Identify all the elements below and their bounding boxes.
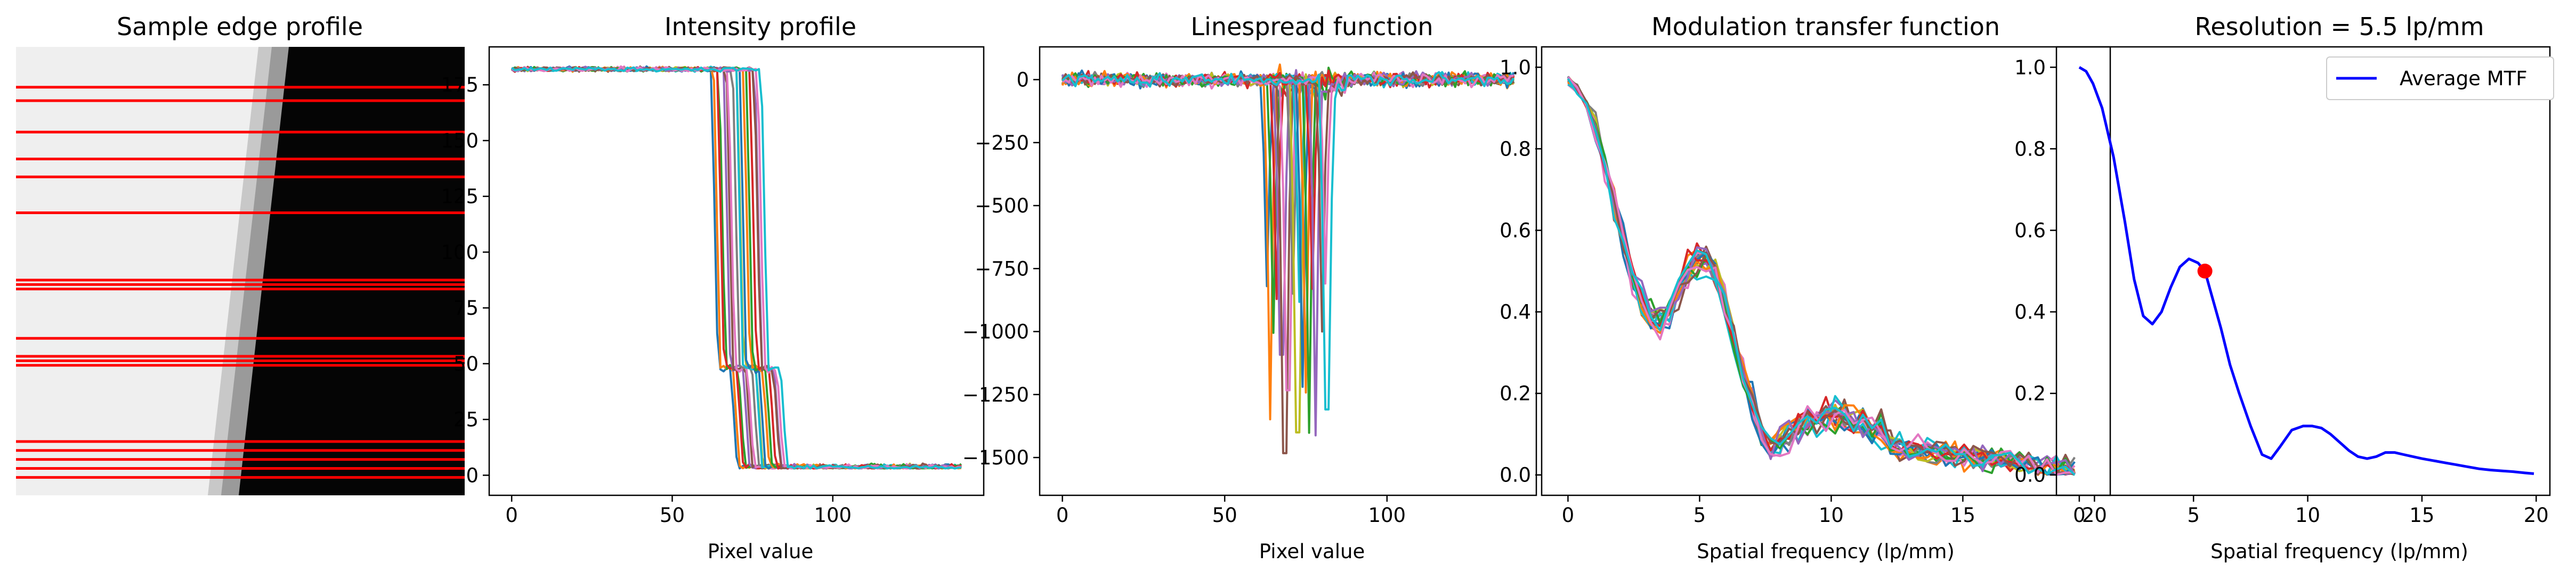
legend-label-average-mtf: Average MTF	[2400, 67, 2528, 90]
y-tick-label: 125	[441, 185, 479, 208]
panel-title: Sample edge profile	[117, 12, 363, 41]
y-tick-label: 100	[441, 241, 479, 264]
legend-box	[2326, 56, 2554, 100]
y-tick-label: 0.2	[2014, 382, 2046, 405]
plot-frame	[2055, 46, 2551, 496]
x-tick-label: 20	[2524, 504, 2549, 527]
x-tick-label: 10	[1819, 504, 1844, 527]
y-tick-label: −500	[975, 194, 1029, 217]
y-tick-label: −250	[975, 132, 1029, 154]
y-tick-label: 75	[453, 297, 479, 320]
resolution-marker	[2197, 264, 2213, 279]
x-tick-label: 50	[660, 504, 685, 527]
intensity-series-line	[511, 66, 962, 470]
x-tick-label: 50	[1212, 504, 1237, 527]
linespread-series-line	[1062, 72, 1514, 285]
x-axis-label: Pixel value	[708, 540, 813, 563]
x-axis-label: Spatial frequency (lp/mm)	[2210, 540, 2468, 563]
y-tick-label: 150	[441, 129, 479, 152]
x-tick-label: 5	[2187, 504, 2200, 527]
y-tick-label: 0.4	[2014, 301, 2046, 324]
y-tick-label: 0.6	[2014, 219, 2046, 242]
x-tick-label: 20	[2082, 504, 2107, 527]
y-tick-label: 0.0	[1500, 464, 1531, 487]
x-tick-label: 0	[505, 504, 518, 527]
x-tick-label: 5	[1694, 504, 1706, 527]
panel-modulation-transfer-function: Modulation transfer function Spatial fre…	[1500, 12, 2111, 563]
y-tick-label: 175	[441, 73, 479, 96]
linespread-series-line	[1062, 71, 1515, 411]
y-tick-label: −1250	[962, 383, 1029, 406]
panel-intensity-profile: Intensity profile Pixel value 0 50 100 0 25 5…	[441, 12, 985, 563]
plot-frame	[1039, 46, 1537, 496]
mtf-series-line	[1567, 78, 2076, 476]
x-tick-label: 15	[1950, 504, 1975, 527]
plot-frame	[1541, 46, 2111, 496]
panel-title: Linespread function	[1190, 12, 1433, 41]
y-tick-label: 0.4	[1500, 301, 1531, 324]
y-tick-label: 0.0	[2014, 464, 2046, 487]
legend: Average MTF	[2326, 56, 2554, 100]
y-tick-label: 50	[453, 353, 479, 375]
plot-frame	[488, 46, 985, 496]
y-tick-label: 0.6	[1500, 219, 1531, 242]
x-tick-label: 15	[2409, 504, 2434, 527]
x-axis-label: Spatial frequency (lp/mm)	[1697, 540, 1955, 563]
x-axis-label: Pixel value	[1259, 540, 1365, 563]
x-tick-label: 100	[814, 504, 852, 527]
y-tick-label: 0.8	[1500, 137, 1531, 160]
average-mtf-line	[2078, 66, 2534, 475]
panel-title: Intensity profile	[665, 12, 856, 41]
edge-image	[16, 47, 465, 495]
panel-linespread-function: Linespread function Pixel value 0 50 100 0 −…	[962, 12, 1537, 563]
mtf-series-line	[1567, 76, 2075, 476]
x-tick-label: 10	[2295, 504, 2320, 527]
x-tick-label: 0	[2073, 504, 2086, 527]
x-tick-label: 0	[1056, 504, 1069, 527]
x-tick-label: 0	[1562, 504, 1575, 527]
y-tick-label: 25	[453, 409, 479, 431]
y-tick-label: −1500	[962, 446, 1029, 469]
y-tick-label: 1.0	[1500, 56, 1531, 79]
x-tick-label: 100	[1368, 504, 1406, 527]
y-tick-label: −1000	[962, 321, 1029, 344]
panel-title: Resolution = 5.5 lp/mm	[2194, 12, 2484, 41]
y-tick-label: 0	[1016, 68, 1029, 91]
y-tick-label: 0.2	[1500, 382, 1531, 405]
panel-title: Modulation transfer function	[1651, 12, 2000, 41]
y-tick-label: 1.0	[2014, 56, 2046, 79]
panel-sample-edge: Sample edge profile	[16, 12, 465, 495]
panel-resolution: Resolution = 5.5 lp/mm Spatial frequency…	[2014, 12, 2554, 563]
y-tick-label: 0.8	[2014, 137, 2046, 160]
y-tick-label: 0	[466, 464, 479, 487]
y-tick-label: −750	[975, 257, 1029, 280]
